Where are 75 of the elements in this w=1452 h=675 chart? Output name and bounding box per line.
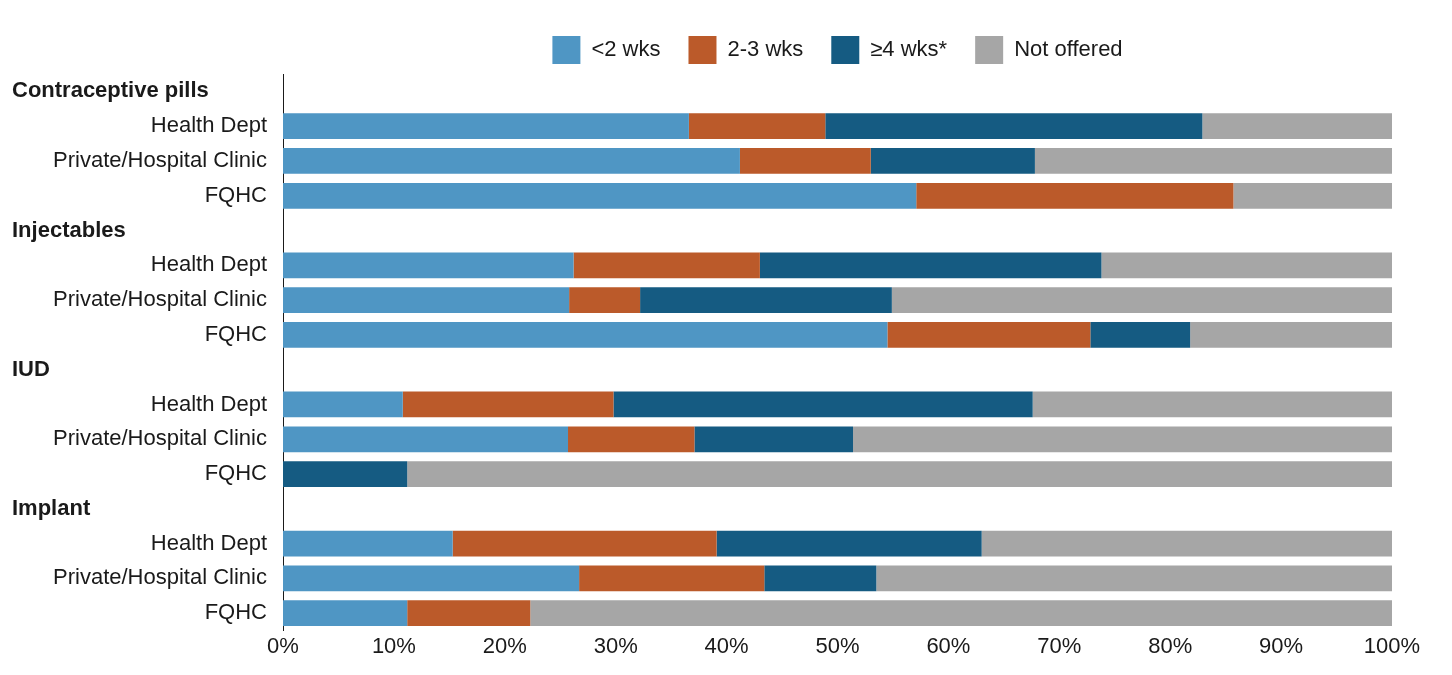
bar: [1202, 113, 1392, 140]
bar: [1233, 182, 1392, 209]
x-tick-label: 40%: [704, 632, 749, 658]
bar: [283, 182, 917, 209]
x-tick-label: 70%: [1037, 632, 1082, 658]
x-tick-label: 100%: [1363, 632, 1421, 658]
x-tick-label: 30%: [593, 632, 638, 658]
bar: [1101, 252, 1392, 279]
bar: [283, 461, 408, 487]
bar: [283, 530, 453, 557]
bar: [1090, 322, 1191, 348]
bar: [694, 426, 854, 453]
bar: [402, 391, 614, 418]
bar: [739, 148, 871, 174]
x-tick-label: 60%: [926, 632, 971, 658]
bar: [853, 426, 1392, 453]
bar: [891, 287, 1392, 313]
bar: [568, 426, 695, 453]
y-tick-label: Health Dept: [150, 529, 267, 555]
text: Contraceptive pills: [12, 77, 209, 103]
legend-label: ≥4 wks*: [870, 36, 948, 62]
bar: [764, 565, 877, 592]
bar: [283, 322, 888, 348]
bar: [530, 600, 1392, 627]
bar: [452, 530, 717, 557]
bar: [283, 600, 408, 627]
legend-label: <2 wks: [591, 36, 661, 62]
bar: [716, 530, 982, 557]
x-tick-label: 50%: [815, 632, 860, 658]
bar: [283, 113, 689, 140]
bar: [1190, 322, 1392, 348]
x-tick-label: 20%: [482, 632, 527, 658]
bar: [1034, 148, 1392, 174]
x-tick-label: 10%: [371, 632, 416, 658]
bar: [887, 322, 1091, 348]
x-tick-label: 0%: [267, 632, 299, 658]
bar: [579, 565, 765, 592]
text: Injectables: [12, 216, 126, 242]
bar: [981, 530, 1392, 557]
legend-label: Not offered: [1014, 36, 1123, 62]
text: IUD: [12, 355, 50, 381]
bar: [569, 287, 641, 313]
y-tick-label: FQHC: [204, 599, 268, 625]
bar: [407, 600, 531, 627]
y-tick-label: Private/Hospital Clinic: [53, 147, 267, 173]
y-tick-label: Private/Hospital Clinic: [53, 286, 267, 312]
bar: [876, 565, 1392, 592]
bar: [283, 565, 580, 592]
x-tick-label: 90%: [1259, 632, 1304, 658]
bar: [613, 391, 1033, 418]
legend-label: 2-3 wks: [727, 36, 804, 62]
y-tick-label: FQHC: [204, 460, 268, 486]
bar: [688, 113, 826, 140]
bar: [825, 113, 1203, 140]
bar: [283, 252, 574, 279]
y-tick-label: Private/Hospital Clinic: [53, 425, 267, 451]
bar: [283, 148, 740, 174]
y-tick-label: Health Dept: [150, 251, 267, 277]
y-tick-label: Health Dept: [150, 390, 267, 416]
y-tick-label: Private/Hospital Clinic: [53, 564, 267, 590]
y-tick-label: FQHC: [204, 181, 268, 207]
bar: [283, 287, 570, 313]
x-tick-label: 80%: [1148, 632, 1193, 658]
text: Implant: [12, 494, 91, 520]
bar: [1032, 391, 1392, 418]
bar: [916, 182, 1234, 209]
bar: [283, 426, 569, 453]
y-tick-label: Health Dept: [150, 112, 267, 138]
bar: [759, 252, 1102, 279]
bar: [283, 391, 403, 418]
bar: [870, 148, 1035, 174]
bar: [407, 461, 1392, 487]
bar: [640, 287, 892, 313]
y-tick-label: FQHC: [204, 320, 268, 346]
bar: [573, 252, 760, 279]
